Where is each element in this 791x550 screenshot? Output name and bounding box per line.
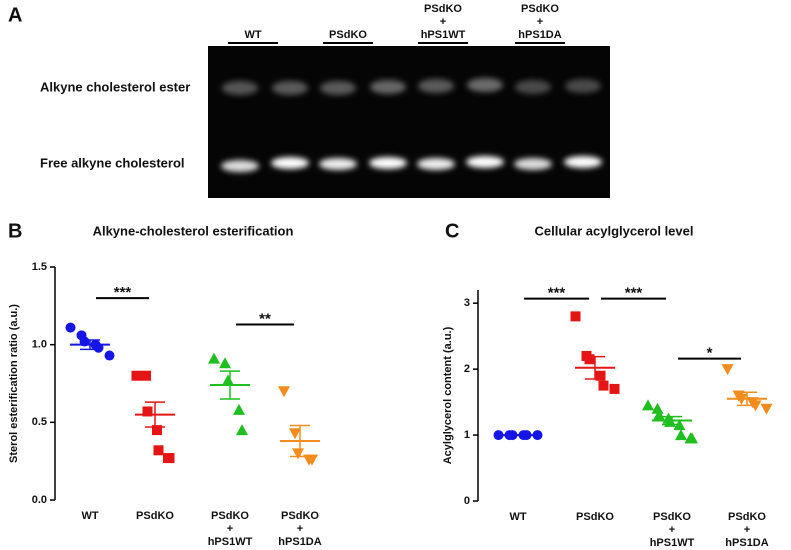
data-point <box>675 429 687 441</box>
y-tick-label: 2 <box>464 363 470 375</box>
data-point <box>306 454 318 466</box>
data-point <box>233 403 245 415</box>
data-point <box>153 445 164 456</box>
row-label: Free alkyne cholesterol <box>40 155 185 170</box>
data-point <box>651 402 664 414</box>
x-tick-label: WT <box>509 511 526 523</box>
data-point <box>760 403 773 415</box>
y-axis-label: Acylglycerol content (a.u.) <box>442 326 454 464</box>
data-point <box>686 432 698 444</box>
data-point <box>609 383 620 394</box>
lane-label: PSdKO <box>329 29 367 41</box>
significance-label: * <box>707 345 713 362</box>
data-point <box>164 453 175 464</box>
x-tick-label: PSdKO + hPS1WT <box>208 510 253 548</box>
chart: Cellular acylglycerol level Acylglycerol … <box>442 223 773 549</box>
panel-label: C <box>445 220 459 242</box>
y-tick-label: 0.0 <box>32 494 47 506</box>
lane-label: WT <box>244 29 261 41</box>
y-tick-label: 1 <box>464 429 470 441</box>
data-point <box>219 357 231 369</box>
data-point <box>292 448 304 460</box>
x-tick-label: PSdKO <box>136 510 174 522</box>
y-axis-label: Sterol esterification ratio (a.u.) <box>8 304 20 463</box>
significance-label: *** <box>625 285 643 302</box>
data-point <box>595 370 606 381</box>
panel-label: B <box>8 220 22 242</box>
data-point <box>142 406 153 417</box>
lane-label: PSdKO + hPS1WT <box>421 3 466 41</box>
data-point <box>208 352 220 364</box>
chart-title: Alkyne-cholesterol esterification <box>93 223 294 238</box>
y-tick-label: 1.0 <box>32 339 47 351</box>
data-point <box>104 350 115 361</box>
chart: Alkyne-cholesterol esterification Sterol … <box>8 223 322 547</box>
significance-label: *** <box>548 285 566 302</box>
x-tick-label: PSdKO + hPS1DA <box>278 510 321 548</box>
lane-label: PSdKO + hPS1DA <box>518 3 561 41</box>
x-tick-label: PSdKO + hPS1WT <box>650 511 695 549</box>
data-point <box>278 386 290 398</box>
panel-label: A <box>8 4 22 26</box>
y-tick-label: 0 <box>464 495 470 507</box>
y-tick-label: 1.5 <box>32 261 47 273</box>
data-point <box>152 425 162 436</box>
data-point <box>131 370 142 381</box>
significance-label: *** <box>114 284 132 301</box>
data-point <box>222 374 234 386</box>
data-point <box>721 364 734 376</box>
x-tick-label: WT <box>81 510 98 522</box>
data-point <box>65 322 76 333</box>
chart-title: Cellular acylglycerol level <box>535 223 694 238</box>
data-point <box>289 428 301 440</box>
y-tick-label: 3 <box>464 297 470 309</box>
data-point <box>236 424 248 436</box>
data-point <box>598 380 609 391</box>
data-point <box>642 399 654 411</box>
data-point <box>584 354 595 365</box>
x-tick-label: PSdKO + hPS1DA <box>725 511 768 549</box>
significance-label: ** <box>259 310 271 327</box>
gel-bands <box>221 78 602 172</box>
data-point <box>141 370 151 381</box>
data-point <box>653 409 665 421</box>
data-point <box>570 311 581 322</box>
row-label: Alkyne cholesterol ester <box>40 79 190 94</box>
gel-image <box>208 46 610 198</box>
x-tick-label: PSdKO <box>576 511 614 523</box>
y-tick-label: 0.5 <box>32 416 47 428</box>
